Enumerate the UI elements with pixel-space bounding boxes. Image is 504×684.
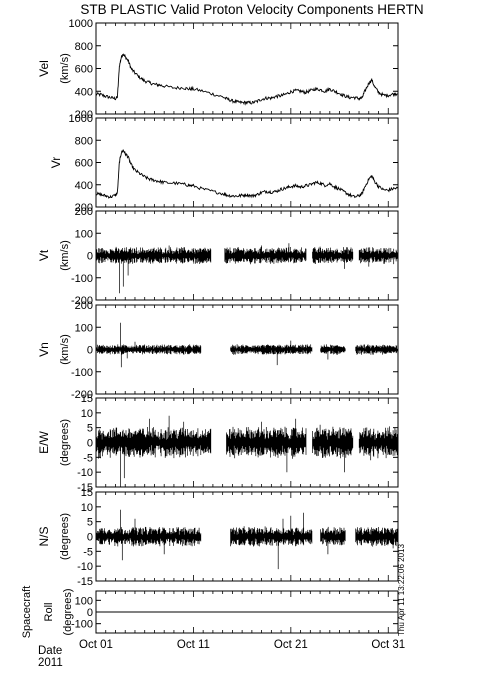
- y-tick-label: 200: [75, 300, 93, 312]
- data-line-vel: [95, 53, 399, 106]
- panel-label: Spacecraft: [21, 586, 33, 639]
- y-tick-label: 1000: [69, 18, 93, 30]
- y-tick-label: 0: [87, 438, 93, 450]
- y-tick-label: 5: [87, 423, 93, 435]
- y-tick-label: -100: [71, 619, 93, 631]
- y-tick-label: -10: [77, 561, 93, 573]
- x-tick-label: Oct 21: [274, 639, 308, 651]
- panel-ns: -15 -10 -5 0 5 10 15 N/S (degrees): [37, 487, 399, 588]
- y-tick-label: -10: [77, 467, 93, 479]
- y-tick-label: -100: [71, 367, 93, 379]
- panel-unit: (km/s): [59, 240, 71, 271]
- panel-ew: -15 -10 -5 0 5 10 15 E/W (degrees): [37, 393, 399, 494]
- y-tick-label: 100: [75, 322, 93, 334]
- panel-label: Roll: [43, 603, 55, 622]
- y-tick-label: -100: [71, 273, 93, 285]
- panel-unit: (km/s): [59, 334, 71, 365]
- panel-frame: [95, 117, 399, 208]
- panel-unit: (degrees): [59, 419, 71, 466]
- panel-label: Vn: [37, 342, 51, 357]
- y-tick-label: 800: [75, 41, 93, 53]
- x-tick-label: Oct 11: [177, 639, 210, 651]
- y-tick-label: 0: [87, 345, 93, 357]
- y-tick-label: 600: [75, 64, 93, 76]
- y-tick-label: 15: [81, 393, 93, 405]
- y-tick-label: -5: [83, 452, 93, 464]
- panel-vn: -200 -100 0 100 200 Vn (km/s): [37, 300, 399, 401]
- y-tick-label: 1000: [69, 113, 93, 125]
- panel-unit: (km/s): [59, 53, 71, 84]
- y-tick-label: 10: [81, 408, 93, 420]
- y-tick-label: 200: [75, 202, 93, 214]
- y-tick-label: 100: [75, 595, 93, 607]
- y-tick-label: 0: [87, 251, 93, 263]
- y-tick-label: 200: [75, 206, 93, 218]
- panel-label: Vel: [37, 60, 51, 77]
- y-tick-label: 200: [75, 109, 93, 121]
- y-tick-label: 400: [75, 86, 93, 98]
- panel-label: E/W: [37, 430, 51, 453]
- chart-title: STB PLASTIC Valid Proton Velocity Compon…: [80, 2, 423, 17]
- y-tick-label: 600: [75, 158, 93, 170]
- panel-unit: (degrees): [59, 513, 71, 560]
- timestamp: Thu Apr 11 13:22:06 2013: [397, 544, 406, 636]
- date-label: Date: [38, 645, 62, 657]
- y-tick-label: 800: [75, 135, 93, 147]
- panel-label: Vt: [37, 249, 51, 261]
- y-tick-label: -15: [77, 576, 93, 588]
- y-tick-label: -200: [71, 295, 93, 307]
- panel-vr: 200 400 600 800 1000 Vr: [49, 113, 399, 214]
- y-tick-label: 5: [87, 517, 93, 529]
- x-tick-label: Oct 31: [371, 639, 405, 651]
- panel-label: N/S: [37, 526, 51, 546]
- y-tick-label: 400: [75, 180, 93, 192]
- y-tick-label: -200: [71, 389, 93, 401]
- y-tick-label: -5: [83, 546, 93, 558]
- panel-vel: 200 400 600 800 1000 Vel (km/s): [37, 18, 399, 121]
- data-trace-ns: [95, 509, 399, 570]
- y-tick-label: 15: [81, 487, 93, 499]
- data-trace-vn: [95, 322, 399, 368]
- y-tick-label: 100: [75, 228, 93, 240]
- data-trace-ew: [95, 415, 399, 487]
- y-tick-label: 10: [81, 502, 93, 514]
- data-line-vr: [95, 149, 399, 199]
- y-tick-label: 0: [87, 607, 93, 619]
- y-tick-label: 0: [87, 532, 93, 544]
- panel-unit: (degrees): [62, 588, 74, 635]
- panel-frame: [95, 22, 399, 115]
- panel-vt: -200 -100 0 100 200 Vt (km/s): [37, 206, 399, 307]
- year-label: 2011: [38, 657, 63, 669]
- y-tick-label: -15: [77, 482, 93, 494]
- data-trace-vt: [95, 243, 399, 294]
- panel-label: Vr: [49, 157, 63, 169]
- x-tick-label: Oct 01: [79, 639, 113, 651]
